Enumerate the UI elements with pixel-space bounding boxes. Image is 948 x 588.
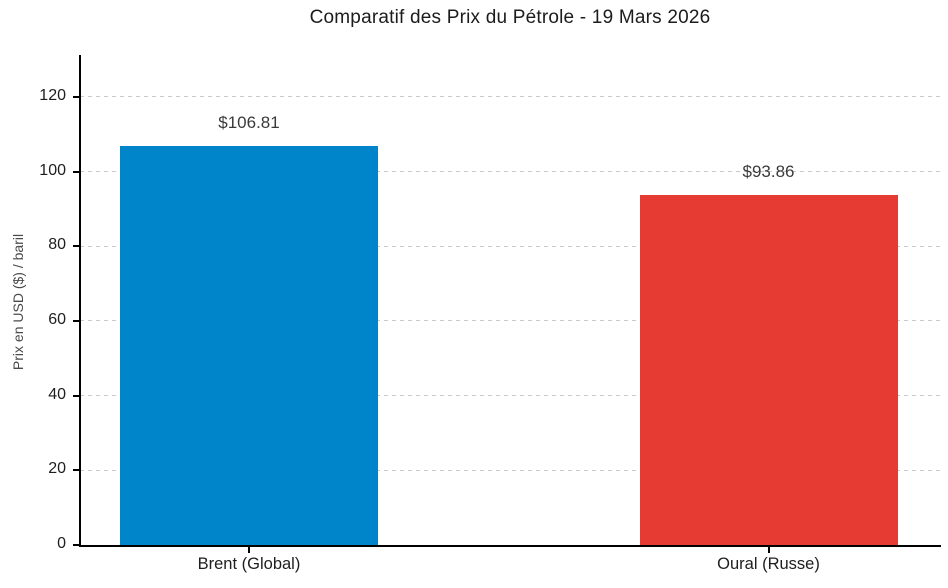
y-tick-label-120: 120 <box>39 86 66 104</box>
gridline-60 <box>80 320 940 322</box>
y-tick-label-0: 0 <box>57 535 66 552</box>
bar-value-label-brent: $106.81 <box>218 113 280 133</box>
y-tick-mark-100 <box>73 170 80 173</box>
y-tick-mark-120 <box>73 95 80 98</box>
y-tick-label-100: 100 <box>39 161 66 179</box>
x-tick-label-1: Oural (Russe) <box>717 555 820 573</box>
y-tick-mark-60 <box>73 319 80 322</box>
y-tick-mark-0 <box>73 544 80 546</box>
y-tick-label-60: 60 <box>48 310 66 328</box>
y-tick-label-40: 40 <box>48 385 66 403</box>
y-tick-label-20: 20 <box>48 460 66 478</box>
bar-value-label-oural: $93.86 <box>742 161 795 181</box>
x-tick-mark-1 <box>767 547 770 553</box>
y-tick-mark-20 <box>73 469 80 472</box>
gridline-80 <box>80 245 940 247</box>
x-tick-label-0: Brent (Global) <box>197 555 301 573</box>
x-axis-line <box>79 545 941 547</box>
bar-brent <box>119 146 378 545</box>
gridline-120 <box>80 96 940 98</box>
gridline-20 <box>80 469 940 471</box>
y-tick-mark-40 <box>73 394 80 397</box>
y-axis-line <box>79 55 81 547</box>
chart-title: Comparatif des Prix du Pétrole - 19 Mars… <box>309 7 711 28</box>
y-tick-mark-80 <box>73 245 80 248</box>
gridline-100 <box>80 171 940 173</box>
y-tick-label-80: 80 <box>48 236 66 254</box>
gridline-40 <box>80 395 940 397</box>
bar-oural <box>639 194 898 545</box>
x-tick-mark-0 <box>247 547 250 553</box>
